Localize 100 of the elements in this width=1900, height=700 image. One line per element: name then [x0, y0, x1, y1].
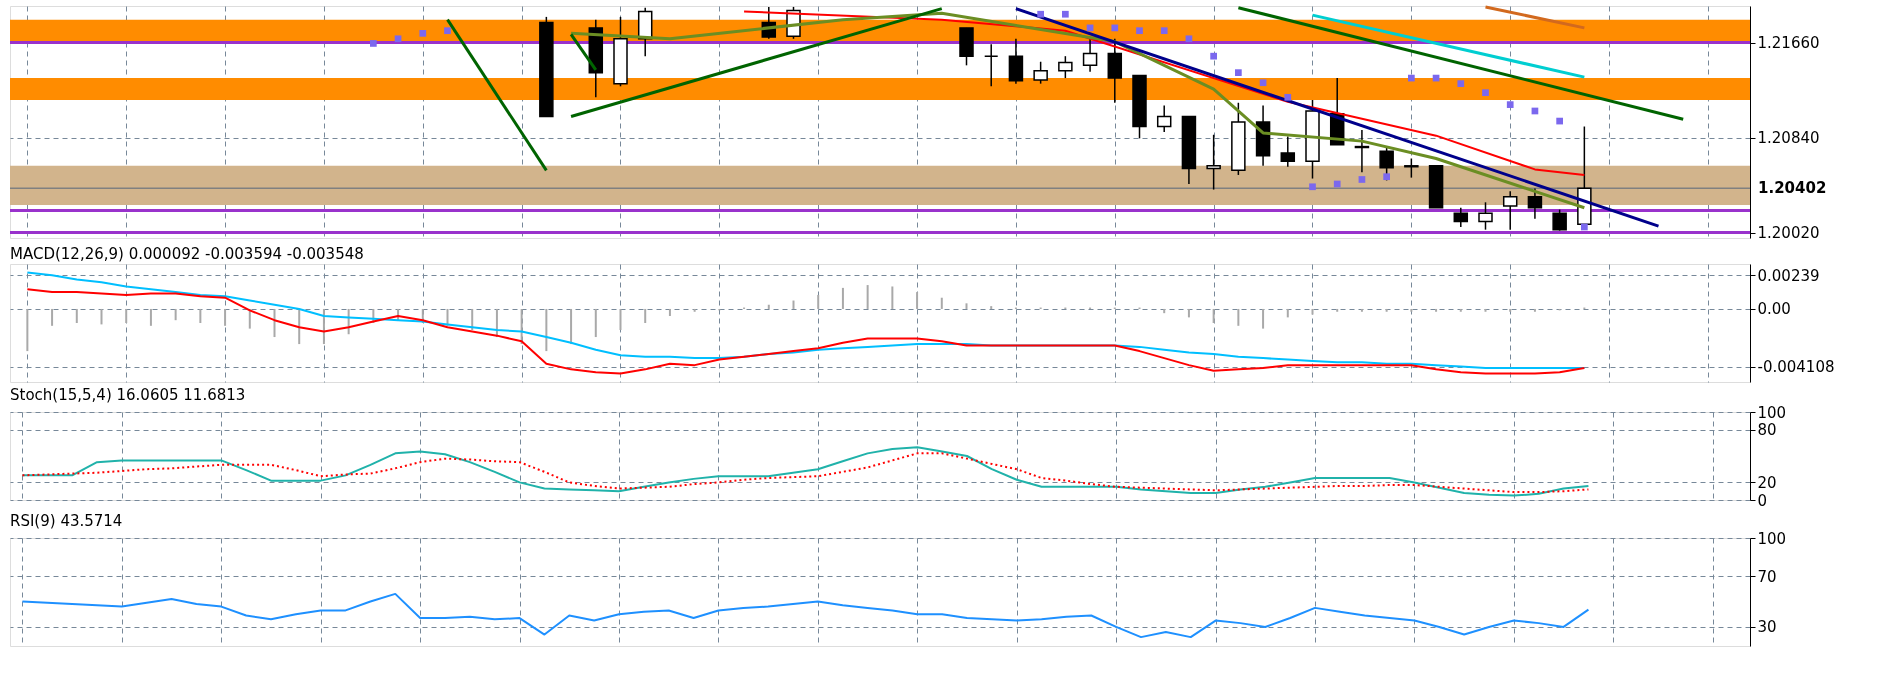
point [1037, 10, 1044, 18]
bar [841, 287, 844, 309]
point [1210, 52, 1217, 60]
candlestick [1033, 60, 1048, 85]
candlestick [1478, 201, 1493, 231]
point [1333, 180, 1341, 188]
bar [471, 308, 474, 331]
bar [1311, 308, 1314, 315]
chart-title: MACD(12,26,9) 0.000092 -0.003594 -0.003548 [10, 245, 364, 263]
y-tick-label: 80 [1757, 421, 1777, 440]
point [1408, 74, 1415, 82]
bar [668, 308, 671, 316]
ref-line-label: 1.20402 [1758, 179, 1827, 198]
line-series [26, 288, 1586, 375]
point [1309, 183, 1316, 191]
bar [149, 308, 152, 326]
bar [1163, 308, 1166, 314]
bar [75, 308, 78, 323]
y-tick-label: -0.004108 [1757, 358, 1835, 377]
candlestick [1082, 38, 1098, 73]
y-tick-label: 0 [1757, 491, 1768, 510]
bar [1262, 308, 1265, 329]
bar [1385, 308, 1388, 312]
point [370, 40, 377, 47]
bar [693, 308, 696, 312]
bar [619, 308, 622, 331]
bar [891, 286, 894, 309]
bar [224, 308, 227, 326]
y-tick-label: 30 [1757, 618, 1777, 637]
bar [545, 308, 548, 352]
candlestick [1502, 190, 1518, 231]
y-tick-label: 0.00239 [1757, 266, 1820, 285]
candlestick [1404, 157, 1419, 179]
bar [965, 303, 968, 309]
chart-title: RSI(9) 43.5714 [10, 512, 123, 530]
chart-title: Stoch(15,5,4) 16.0605 11.6813 [10, 386, 246, 404]
candlestick [1058, 55, 1073, 79]
bar [817, 294, 820, 309]
bar [866, 285, 869, 309]
bar [1336, 308, 1339, 312]
point [1111, 24, 1119, 32]
point [1160, 27, 1168, 35]
point [1556, 117, 1563, 125]
point [1358, 176, 1366, 183]
point [1581, 223, 1588, 231]
bar [273, 308, 276, 338]
point [1506, 101, 1514, 108]
y-tick-label: 100 [1757, 403, 1787, 422]
bar [174, 308, 177, 321]
candlestick [1156, 104, 1172, 133]
bar [1212, 308, 1215, 323]
line-series [21, 592, 1590, 639]
candlestick [1453, 207, 1469, 228]
y-tick-label: 1.21660 [1757, 34, 1820, 52]
bar [199, 308, 202, 323]
y-tick-label: 0.00 [1757, 300, 1791, 319]
bar [1237, 308, 1240, 326]
point [1062, 10, 1069, 18]
candlestick [983, 43, 999, 88]
candlestick [1527, 187, 1543, 220]
bar [940, 297, 943, 309]
candlestick [1280, 135, 1296, 168]
bar [51, 308, 54, 326]
point [1185, 35, 1193, 43]
bar [792, 300, 795, 309]
y-tick-label: 70 [1757, 567, 1777, 586]
bar [1360, 308, 1363, 312]
bar [26, 308, 29, 352]
bar [1459, 308, 1462, 312]
bar [125, 308, 128, 323]
bar [1286, 308, 1289, 318]
point [419, 29, 427, 37]
point [1284, 93, 1292, 101]
point [1482, 89, 1489, 97]
point [1136, 27, 1143, 35]
candlestick [1206, 134, 1221, 191]
point [1383, 173, 1390, 181]
bar [990, 306, 993, 309]
y-tick-label: 20 [1757, 473, 1777, 492]
y-tick-label: 1.20840 [1757, 129, 1820, 148]
point [394, 35, 402, 43]
line-series [21, 446, 1590, 497]
candlestick [1379, 146, 1394, 182]
bar [644, 308, 647, 323]
bar [1484, 308, 1487, 312]
line-series [21, 452, 1590, 494]
point [1259, 79, 1267, 87]
bar [594, 308, 597, 338]
bar [1187, 308, 1190, 318]
bar [1435, 308, 1438, 312]
point [444, 27, 451, 35]
bar [1509, 308, 1512, 312]
y-tick-label: 1.20020 [1757, 224, 1820, 243]
candlestick [1552, 208, 1567, 232]
bar [1410, 308, 1413, 312]
bar [916, 292, 919, 309]
y-tick-label: 100 [1757, 529, 1787, 548]
bar [767, 304, 770, 309]
bar [570, 308, 573, 345]
point [1235, 69, 1242, 76]
